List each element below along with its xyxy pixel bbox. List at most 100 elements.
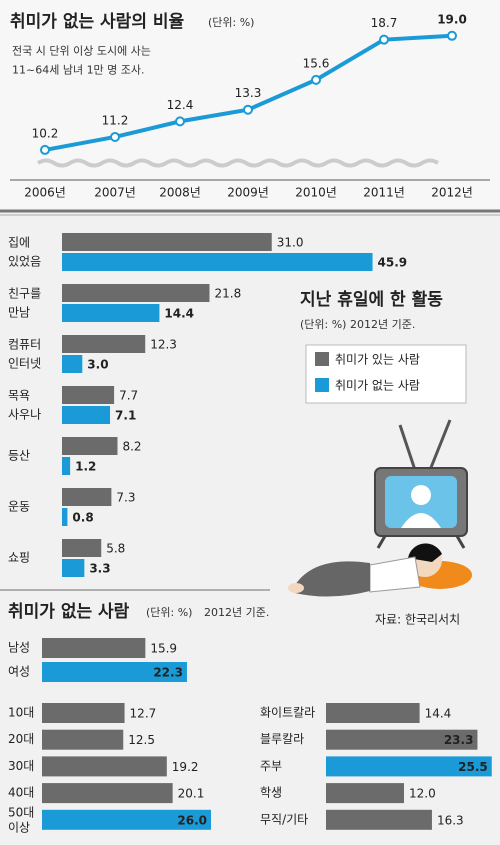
value-label: 0.8	[72, 511, 93, 525]
value-label: 11.2	[102, 113, 129, 127]
legend-box	[305, 344, 467, 404]
subtitle: 전국 시 단위 이상 도시에 사는 11~64세 남녀 1만 명 조사.	[12, 45, 151, 77]
x-tick-label: 2008년	[159, 186, 201, 200]
value-label: 31.0	[277, 236, 304, 250]
bar	[42, 756, 167, 777]
value-label: 26.0	[177, 813, 207, 827]
value-label: 20.1	[178, 787, 205, 801]
source: 자료: 한국리서치	[375, 613, 460, 627]
category-label: 40대	[8, 786, 34, 800]
value-label: 3.0	[87, 358, 108, 372]
category-label: 주부	[260, 759, 282, 773]
value-label: 3.3	[89, 562, 110, 576]
category-label: 30대	[8, 759, 34, 773]
unit: (단위: %)	[146, 606, 192, 619]
value-label: 15.9	[150, 642, 177, 656]
bar	[42, 729, 124, 750]
bar	[62, 488, 112, 506]
x-tick-label: 2007년	[94, 186, 136, 200]
value-label: 12.5	[128, 733, 155, 747]
bar	[62, 437, 118, 455]
value-label: 7.7	[119, 389, 138, 403]
value-label: 22.3	[153, 666, 183, 680]
bar	[62, 559, 85, 577]
bar	[326, 756, 492, 777]
chart-title: 지난 휴일에 한 활동	[300, 289, 443, 310]
bar	[326, 783, 404, 804]
value-label: 8.2	[122, 440, 141, 454]
bar	[62, 335, 146, 353]
value-label: 16.3	[437, 813, 464, 827]
point	[110, 131, 120, 142]
legend-label: 취미가 없는 사람	[335, 379, 420, 393]
bar	[62, 304, 160, 322]
point	[175, 116, 185, 127]
category-label: 학생	[260, 786, 282, 800]
point	[311, 74, 321, 85]
tv-illustration	[374, 419, 468, 549]
point	[379, 34, 389, 45]
subtitle: (단위: %) 2012년 기준.	[300, 318, 415, 331]
value-label: 1.2	[75, 460, 96, 474]
bar	[326, 809, 432, 830]
bar	[326, 703, 420, 723]
value-label: 45.9	[378, 256, 408, 270]
x-tick-label: 2012년	[431, 186, 473, 200]
category-label: 10대	[8, 706, 34, 720]
value-label: 25.5	[458, 760, 488, 774]
category-label: 블루칼라	[260, 732, 304, 746]
value-label: 7.1	[115, 409, 136, 423]
bar	[62, 539, 102, 557]
value-label: 19.0	[437, 12, 467, 26]
bar	[62, 253, 373, 271]
x-tick-label: 2011년	[363, 186, 405, 200]
value-label: 14.4	[164, 307, 194, 321]
subtitle: 2012년 기준.	[204, 606, 269, 619]
category-label: 목욕 사우나	[8, 388, 41, 421]
value-label: 12.3	[150, 338, 177, 352]
bar	[42, 703, 125, 723]
value-label: 5.8	[106, 542, 125, 556]
bar	[62, 284, 210, 302]
legend-label: 취미가 있는 사람	[335, 353, 420, 367]
bar	[62, 233, 272, 251]
value-label: 19.2	[172, 760, 199, 774]
person-illustration	[288, 543, 472, 597]
value-label: 14.4	[425, 707, 452, 721]
category-label: 집에 있었음	[8, 235, 41, 268]
legend-swatch	[315, 378, 329, 392]
bar	[42, 809, 211, 830]
category-label: 20대	[8, 732, 34, 746]
bar	[42, 662, 187, 682]
value-label: 12.4	[167, 98, 194, 112]
point	[40, 144, 50, 155]
category-label: 운동	[8, 500, 30, 514]
x-tick-label: 2006년	[24, 186, 66, 200]
axis-break	[36, 158, 440, 168]
x-tick-label: 2010년	[295, 186, 337, 200]
value-label: 7.3	[116, 491, 135, 505]
value-label: 21.8	[214, 287, 241, 301]
bar	[62, 406, 111, 424]
x-tick-label: 2009년	[227, 186, 269, 200]
bar	[62, 386, 115, 404]
category-label: 남성	[8, 641, 30, 655]
category-label: 여성	[8, 665, 30, 679]
value-label: 10.2	[32, 126, 59, 140]
value-label: 23.3	[444, 733, 474, 747]
value-label: 12.0	[409, 787, 436, 801]
point	[243, 104, 253, 115]
chart-title: 취미가 없는 사람	[8, 601, 130, 622]
category-label: 친구를 만남	[8, 286, 41, 319]
category-label: 쇼핑	[8, 551, 30, 565]
bar	[42, 638, 146, 658]
value-label: 13.3	[235, 86, 262, 100]
point	[447, 30, 457, 41]
value-label: 12.7	[130, 707, 157, 721]
unit: (단위: %)	[208, 16, 254, 29]
chart-title: 취미가 없는 사람의 비율	[10, 11, 185, 32]
value-label: 18.7	[371, 16, 398, 30]
category-label: 50대 이상	[8, 805, 34, 834]
category-label: 컴퓨터 인터넷	[8, 337, 41, 370]
